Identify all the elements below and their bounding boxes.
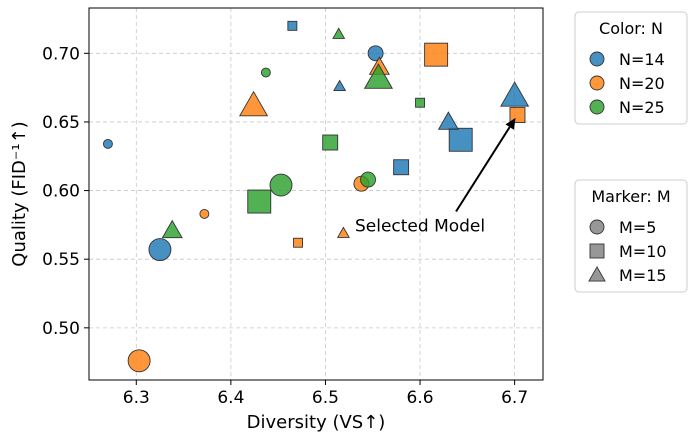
data-point <box>287 20 298 31</box>
y-tick-label: 0.50 <box>42 319 80 339</box>
legend-label: M=10 <box>619 242 667 261</box>
data-point <box>363 63 394 89</box>
grid-lines <box>89 8 543 380</box>
annotation-arrow <box>455 126 511 213</box>
y-tick-label: 0.70 <box>42 44 80 64</box>
x-tick-label: 6.4 <box>217 388 244 408</box>
y-tick-label: 0.60 <box>42 182 80 202</box>
legend-marker <box>589 75 605 91</box>
x-tick-label: 6.5 <box>312 388 339 408</box>
axis-ticks: 6.3 6.4 6.5 6.6 6.7 0.50 0.55 0.60 0.65 0.70 <box>42 44 528 408</box>
legend-marker <box>589 51 605 67</box>
legend-marker <box>589 99 605 115</box>
legend-frame <box>574 11 688 125</box>
y-tick-label: 0.55 <box>42 250 80 270</box>
annotation-arrowhead <box>505 117 516 130</box>
legend-title: Marker: M <box>591 187 670 206</box>
data-point <box>415 97 425 108</box>
legend-color: Color: N N=14 N=20 N=25 <box>574 11 688 125</box>
legend-marker: Marker: M M=5 M=10 M=15 <box>574 179 688 293</box>
legends: Color: N N=14 N=20 N=25 Marker: M M=5 M=10 M=15 <box>574 11 688 293</box>
data-point <box>336 226 350 238</box>
data-point <box>322 134 339 151</box>
data-point <box>127 349 151 373</box>
data-point <box>393 159 410 176</box>
x-tick-label: 6.6 <box>407 388 434 408</box>
annotation-text: Selected Model <box>355 217 485 237</box>
data-point <box>293 237 303 248</box>
legend-label: N=20 <box>619 74 665 93</box>
data-point <box>333 79 347 92</box>
legend-label: M=5 <box>619 218 656 237</box>
data-point <box>199 208 210 219</box>
legend-title: Color: N <box>599 19 663 38</box>
data-point <box>424 42 449 67</box>
data-points <box>102 20 530 373</box>
x-axis-label: Diversity (VS↑) <box>247 412 386 433</box>
legend-frame <box>574 179 688 293</box>
data-point <box>238 90 269 117</box>
data-point <box>161 219 183 239</box>
data-point <box>448 127 473 152</box>
x-tick-label: 6.3 <box>123 388 150 408</box>
legend-label: M=15 <box>619 266 667 285</box>
data-point <box>247 189 272 214</box>
plot-frame <box>88 7 544 381</box>
data-point <box>437 111 459 130</box>
data-point <box>260 67 271 78</box>
data-point <box>102 138 113 149</box>
data-point <box>509 107 526 124</box>
data-point <box>500 81 530 107</box>
legend-marker <box>589 219 605 235</box>
y-tick-label: 0.65 <box>42 113 80 133</box>
legend-marker <box>589 243 605 259</box>
legend-label: N=25 <box>619 98 665 117</box>
legend-marker <box>588 266 606 282</box>
y-axis-label: Quality (FID⁻¹↑) <box>9 121 30 266</box>
data-point <box>332 27 346 39</box>
data-point <box>148 238 172 262</box>
data-point <box>360 171 376 188</box>
legend-label: N=14 <box>619 50 665 69</box>
data-point <box>269 173 293 197</box>
annotation-selected-model: Selected Model <box>355 117 516 237</box>
x-tick-label: 6.7 <box>501 388 528 408</box>
data-point <box>367 45 384 62</box>
